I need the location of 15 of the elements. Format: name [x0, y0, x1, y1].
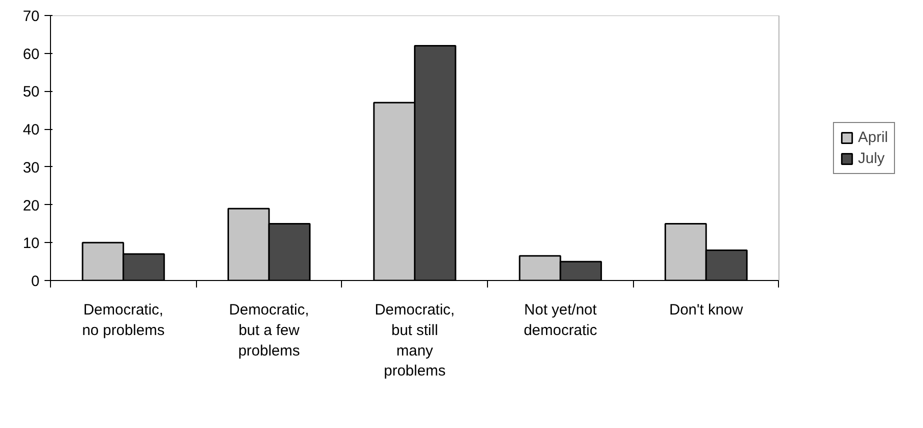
x-tick-label: Not yet/not democratic: [524, 302, 598, 339]
x-tick-label: Democratic, but still many problems: [374, 302, 455, 380]
legend-label: July: [858, 150, 885, 166]
y-tick-label: 50: [22, 84, 40, 101]
y-tick-label: 40: [22, 122, 40, 139]
y-tick-label: 70: [22, 8, 40, 25]
y-tick-label: 10: [22, 235, 40, 252]
y-tick-label: 20: [22, 197, 40, 214]
y-tick-label: 0: [31, 273, 40, 290]
legend-label: April: [858, 128, 888, 146]
y-tick-label: 60: [22, 46, 40, 63]
x-tick-label: Don't know: [669, 302, 744, 318]
x-tick-label: Democratic, no problems: [82, 302, 165, 339]
x-tick-label: Democratic, but a few problems: [229, 302, 310, 360]
y-tick-label: 30: [22, 159, 40, 176]
